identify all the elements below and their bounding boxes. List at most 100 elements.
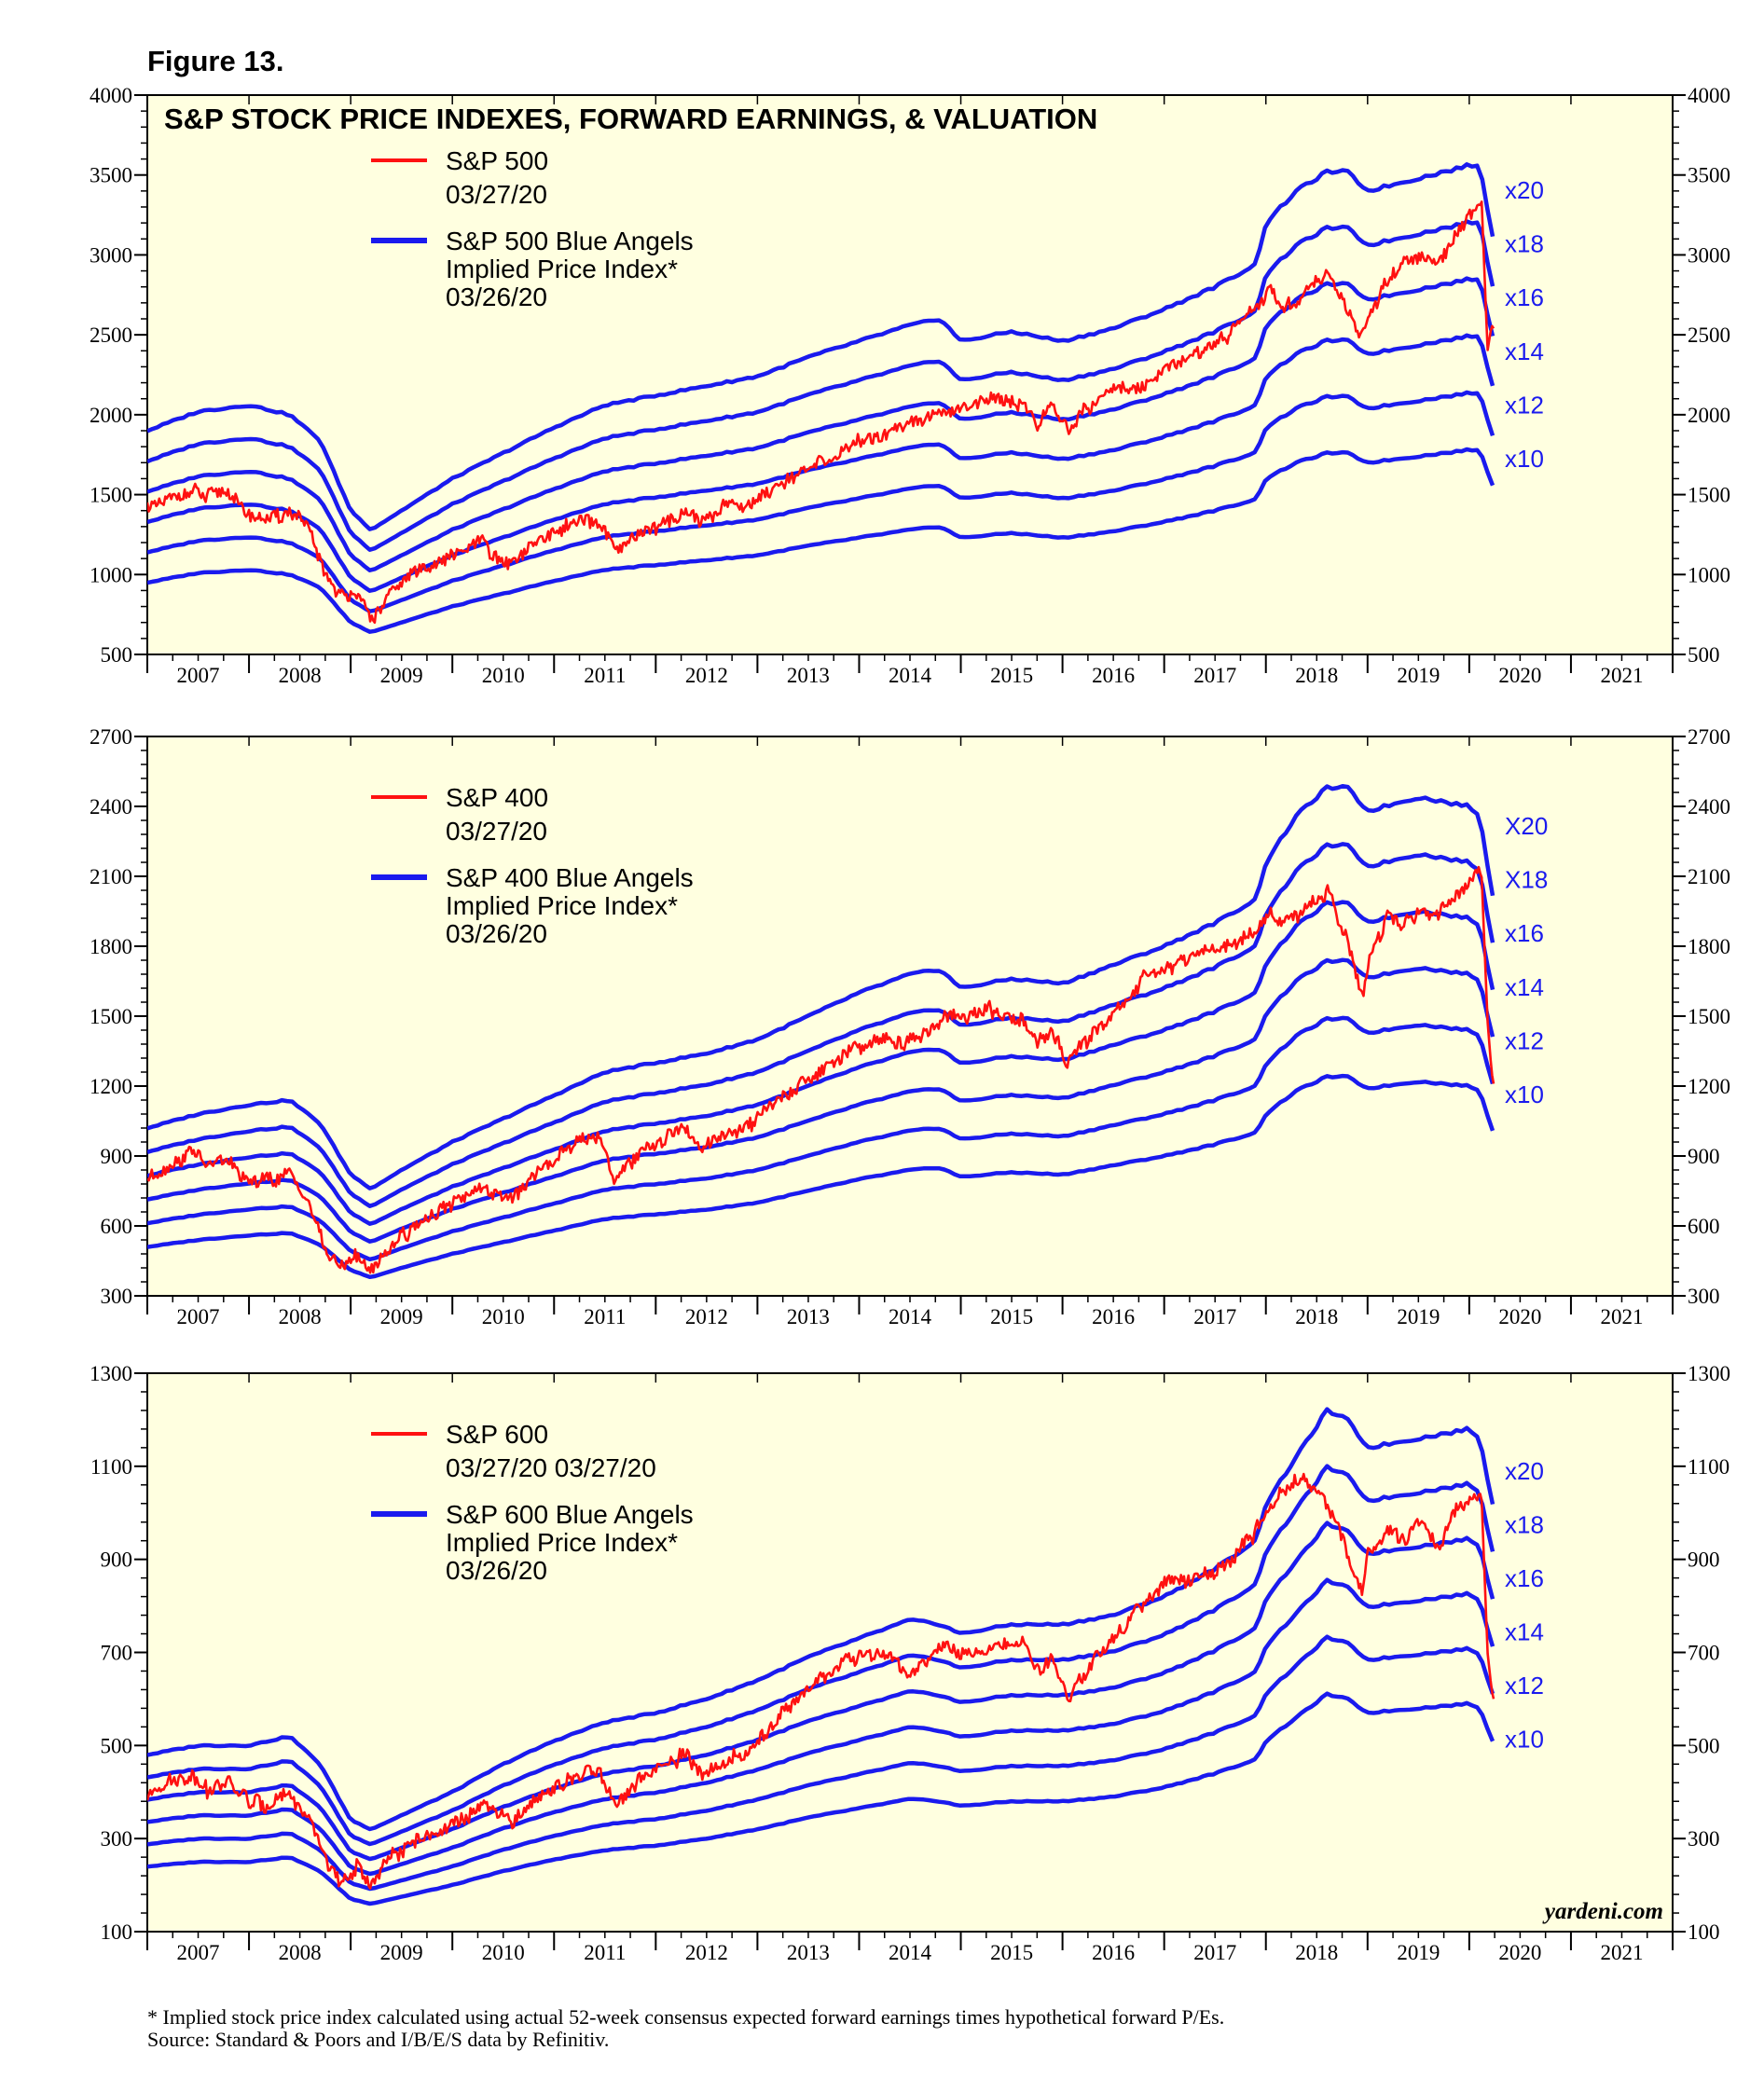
sp600-ytick-label-right: 1100 xyxy=(1688,1455,1730,1479)
sp600-year-label: 2012 xyxy=(685,1941,728,1964)
sp600-blue-angels-x10 xyxy=(147,1691,1495,1906)
sp400-year-label: 2019 xyxy=(1397,1305,1440,1328)
sp500-ytick-label-right: 2000 xyxy=(1688,404,1730,427)
sp500-year-label: 2012 xyxy=(685,664,728,687)
sp500-year-label: 2010 xyxy=(482,664,525,687)
sp600-blue-angels-x16 xyxy=(147,1521,1495,1862)
sp400-year-label: 2018 xyxy=(1295,1305,1338,1328)
sp600-year-label: 2013 xyxy=(787,1941,830,1964)
sp600-ytick-label-right: 900 xyxy=(1688,1548,1720,1572)
sp600-mult-label-x12: x12 xyxy=(1505,1672,1544,1700)
sp600-chart: 100 100 300 300 500 500 700 700 900 900 1100 1100 13… xyxy=(90,1362,1730,1964)
sp500-year-label: 2016 xyxy=(1092,664,1135,687)
sp600-year-label: 2019 xyxy=(1397,1941,1440,1964)
figure-title: Figure 13. xyxy=(147,45,284,77)
sp500-legend-ba-sublabel: Implied Price Index* xyxy=(446,255,678,283)
sp500-ytick-label-left: 1500 xyxy=(90,484,132,507)
sp600-legend-ba-label: S&P 600 Blue Angels xyxy=(446,1500,694,1529)
sp400-legend-price-date: 03/27/20 xyxy=(446,817,547,846)
sp600-year-label: 2021 xyxy=(1600,1941,1643,1964)
sp500-year-label: 2014 xyxy=(889,664,932,687)
sp400-year-label: 2015 xyxy=(990,1305,1033,1328)
sp500-ytick-label-right: 1500 xyxy=(1688,484,1730,507)
sp500-ytick-label-right: 500 xyxy=(1688,643,1720,667)
sp600-ytick-label-right: 500 xyxy=(1688,1734,1720,1757)
sp500-chart-title: S&P STOCK PRICE INDEXES, FORWARD EARNING… xyxy=(164,103,1097,135)
sp400-mult-label-x18: X18 xyxy=(1505,866,1548,894)
sp400-blue-angels-x12 xyxy=(147,1015,1495,1262)
sp400-year-label: 2014 xyxy=(889,1305,932,1328)
sp600-legend-ba-sublabel: Implied Price Index* xyxy=(446,1528,678,1557)
sp600-legend-ba-date: 03/26/20 xyxy=(446,1556,547,1585)
sp500-year-label: 2015 xyxy=(990,664,1033,687)
sp500-year-label: 2007 xyxy=(177,664,220,687)
sp600-blue-angels-x14 xyxy=(147,1577,1495,1877)
sp500-year-label: 2020 xyxy=(1498,664,1541,687)
sp500-year-label: 2008 xyxy=(279,664,322,687)
sp400-legend-price-label: S&P 400 xyxy=(446,783,548,812)
sp500-legend-price-label: S&P 500 xyxy=(446,146,548,175)
sp400-year-label: 2021 xyxy=(1600,1305,1643,1328)
sp400-ytick-label-left: 900 xyxy=(101,1145,133,1168)
sp600-year-label: 2018 xyxy=(1295,1941,1338,1964)
sp400-blue-angels-x14 xyxy=(147,957,1495,1244)
sp500-mult-label-x18: x18 xyxy=(1505,230,1544,258)
sp500-mult-label-x12: x12 xyxy=(1505,391,1544,419)
sp600-year-label: 2015 xyxy=(990,1941,1033,1964)
sp400-blue-angels-x20 xyxy=(147,783,1495,1190)
sp500-year-label: 2013 xyxy=(787,664,830,687)
sp400-mult-label-x10: x10 xyxy=(1505,1080,1544,1108)
sp500-year-label: 2021 xyxy=(1600,664,1643,687)
sp400-year-label: 2016 xyxy=(1092,1305,1135,1328)
sp600-legend-price-label: S&P 600 xyxy=(446,1420,548,1449)
sp400-year-label: 2020 xyxy=(1498,1305,1541,1328)
sp600-blue-angels-x20 xyxy=(147,1407,1495,1832)
sp400-blue-angels-x16 xyxy=(147,900,1495,1226)
sp400-legend-ba-label: S&P 400 Blue Angels xyxy=(446,863,694,892)
sp500-mult-label-x20: x20 xyxy=(1505,176,1544,204)
sp400-year-label: 2013 xyxy=(787,1305,830,1328)
sp600-blue-angels-x12 xyxy=(147,1634,1495,1892)
sp600-year-label: 2017 xyxy=(1193,1941,1236,1964)
sp500-ytick-label-right: 3500 xyxy=(1688,164,1730,187)
sp600-year-label: 2007 xyxy=(177,1941,220,1964)
footnote-source: Source: Standard & Poors and I/B/E/S dat… xyxy=(147,2028,610,2051)
sp600-ytick-label-left: 100 xyxy=(101,1920,133,1944)
sp400-year-label: 2009 xyxy=(380,1305,423,1328)
sp600-ytick-label-right: 300 xyxy=(1688,1827,1720,1851)
sp600-ytick-label-left: 500 xyxy=(101,1734,133,1757)
sp400-ytick-label-left: 600 xyxy=(101,1215,133,1238)
sp400-ytick-label-right: 2100 xyxy=(1688,865,1730,888)
sp400-ytick-label-right: 2400 xyxy=(1688,795,1730,819)
sp500-ytick-label-left: 2500 xyxy=(90,323,132,347)
sp600-year-label: 2008 xyxy=(279,1941,322,1964)
sp500-blue-angels-x16 xyxy=(147,276,1495,572)
sp400-year-label: 2008 xyxy=(279,1305,322,1328)
sp400-year-label: 2007 xyxy=(177,1305,220,1328)
sp600-ytick-label-left: 300 xyxy=(101,1827,133,1851)
sp500-ytick-label-left: 3000 xyxy=(90,243,132,267)
sp400-ytick-label-right: 1800 xyxy=(1688,935,1730,958)
footnote-line-1: * Implied stock price index calculated u… xyxy=(147,2005,1225,2029)
sp600-ytick-label-right: 700 xyxy=(1688,1642,1720,1665)
sp400-ytick-label-right: 900 xyxy=(1688,1145,1720,1168)
sp500-ytick-label-right: 3000 xyxy=(1688,243,1730,267)
sp500-year-label: 2011 xyxy=(584,664,626,687)
sp400-ytick-label-left: 1800 xyxy=(90,935,132,958)
sp500-chart: 500 500 1000 1000 1500 1500 2000 2000 2500 2500 30… xyxy=(90,84,1730,687)
sp400-legend-ba-sublabel: Implied Price Index* xyxy=(446,891,678,920)
sp400-ytick-label-left: 1500 xyxy=(90,1005,132,1028)
sp400-price-line xyxy=(147,865,1495,1274)
sp500-year-label: 2019 xyxy=(1397,664,1440,687)
sp400-year-label: 2012 xyxy=(685,1305,728,1328)
sp500-blue-angels-x12 xyxy=(147,390,1495,613)
sp600-mult-label-x20: x20 xyxy=(1505,1457,1544,1485)
sp500-blue-angels-x18 xyxy=(147,219,1495,552)
sp500-price-line xyxy=(147,200,1495,625)
sp600-mult-label-x14: x14 xyxy=(1505,1617,1544,1645)
sp600-mult-label-x10: x10 xyxy=(1505,1725,1544,1753)
sp400-mult-label-x20: X20 xyxy=(1505,812,1548,840)
sp400-year-label: 2017 xyxy=(1193,1305,1236,1328)
sp400-mult-label-x14: x14 xyxy=(1505,973,1544,1001)
brand-watermark: yardeni.com xyxy=(1542,1899,1663,1924)
